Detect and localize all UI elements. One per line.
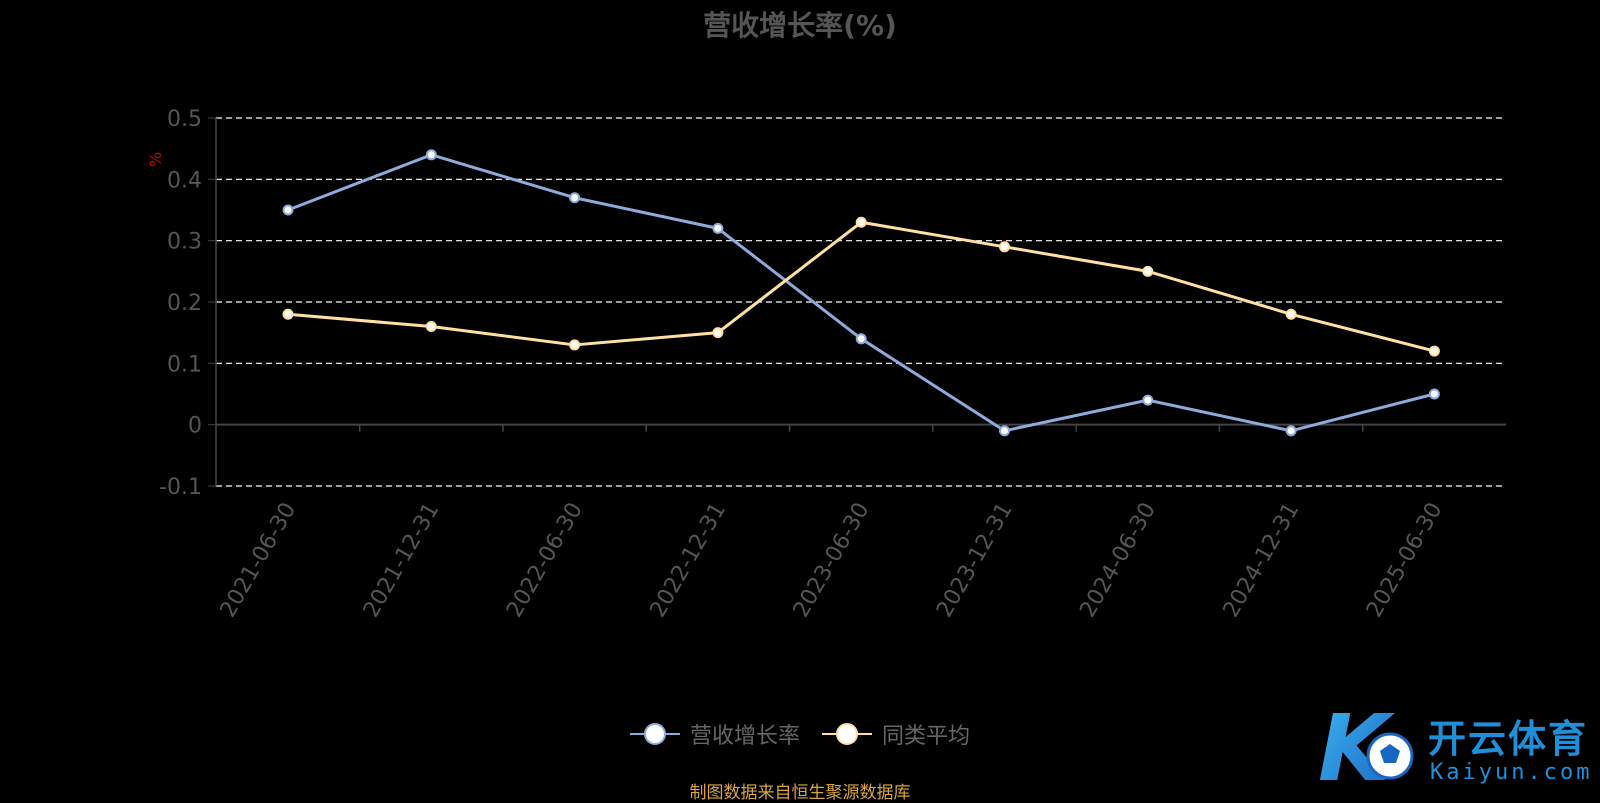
y-tick-label: 0.1: [167, 352, 202, 377]
axis-layer: [208, 117, 1506, 487]
kaiyun-logo-icon: K: [1318, 700, 1414, 796]
data-point-peer-average[interactable]: [999, 241, 1010, 253]
x-tick-label: 2025-06-30: [1362, 499, 1448, 622]
data-point-peer-average[interactable]: [1142, 265, 1154, 277]
y-tick-label: -0.1: [159, 475, 202, 500]
data-point-peer-average[interactable]: [282, 308, 294, 320]
x-tick-label: 2023-06-30: [789, 499, 875, 622]
legend-marker-peer-average-icon: [822, 723, 872, 745]
x-tick-label: 2021-12-31: [359, 499, 445, 622]
series-line-peer-average: [287, 220, 1435, 353]
chart-title: 营收增长率(%): [703, 9, 897, 42]
x-tick-label: 2024-06-30: [1075, 499, 1161, 622]
legend-label-revenue-growth: 营收增长率: [689, 724, 800, 749]
series-line-revenue-growth: [287, 153, 1435, 433]
grid-layer: [216, 117, 1506, 487]
y-tick-label: 0.4: [167, 168, 202, 193]
y-tick-label: 0: [188, 414, 202, 439]
legend-label-peer-average: 同类平均: [882, 724, 971, 749]
legend-item-revenue-growth[interactable]: 营收增长率: [629, 718, 800, 750]
data-point-revenue-growth[interactable]: [1285, 425, 1297, 437]
data-point-peer-average[interactable]: [712, 327, 724, 339]
data-point-revenue-growth[interactable]: [425, 149, 437, 161]
series-layer: [282, 149, 1440, 437]
x-tick-label: 2022-06-30: [502, 499, 588, 622]
x-tick-label: 2021-06-30: [216, 499, 302, 622]
data-point-revenue-growth[interactable]: [855, 333, 867, 345]
data-point-peer-average[interactable]: [569, 339, 581, 351]
data-point-revenue-growth[interactable]: [1142, 394, 1154, 406]
line-chart: -0.1 0 0.1 0.2 0.3 0.4 0.5 2021-06-30 2021-12-31…: [159, 107, 1506, 622]
data-point-peer-average[interactable]: [1428, 345, 1440, 357]
brand-logo: K 开云体育 Kaiyun.com: [1312, 700, 1592, 796]
y-tick-label: 0.3: [167, 230, 202, 255]
legend-marker-revenue-growth-icon: [629, 723, 680, 745]
x-tick-label: 2022-12-31: [646, 499, 732, 622]
data-point-revenue-growth[interactable]: [999, 425, 1010, 437]
data-point-revenue-growth[interactable]: [1428, 388, 1440, 400]
legend-item-peer-average[interactable]: 同类平均: [822, 718, 970, 750]
logo-name-en: Kaiyun.com: [1430, 760, 1593, 785]
x-tick-label: 2024-12-31: [1219, 499, 1305, 622]
data-point-peer-average[interactable]: [855, 216, 867, 228]
data-point-revenue-growth[interactable]: [282, 204, 294, 216]
x-tick-label: 2023-12-31: [932, 499, 1018, 622]
data-point-revenue-growth[interactable]: [569, 192, 581, 204]
legend: 营收增长率 同类平均: [0, 718, 1600, 750]
data-source-note: 制图数据来自恒生聚源数据库: [689, 783, 911, 803]
y-tick-label: 0.5: [167, 107, 202, 132]
data-point-peer-average[interactable]: [425, 321, 437, 333]
data-point-revenue-growth[interactable]: [712, 222, 724, 234]
y-tick-label: 0.2: [167, 291, 202, 316]
logo-name-cn: 开云体育: [1428, 717, 1589, 761]
data-point-peer-average[interactable]: [1285, 308, 1297, 320]
